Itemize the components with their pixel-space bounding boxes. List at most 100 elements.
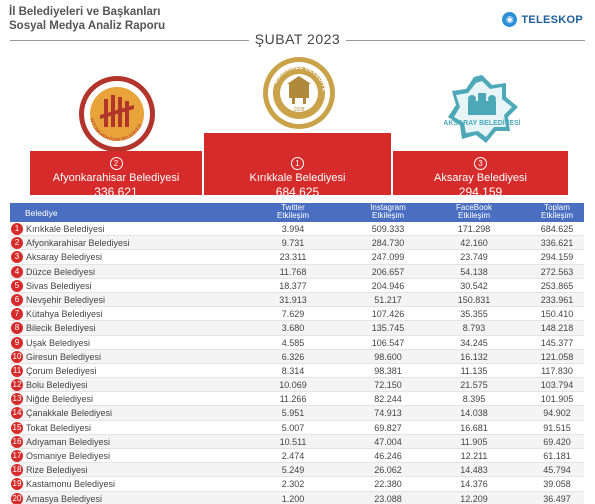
instagram-value: 72.150 — [374, 380, 402, 391]
municipality-name: Rize Belediyesi — [26, 465, 88, 476]
instagram-value: 46.246 — [374, 451, 402, 461]
rank-badge: 9 — [11, 336, 23, 349]
instagram-value: 74.913 — [374, 408, 402, 419]
total-value: 61.181 — [543, 451, 571, 461]
table-row: 6 Nevşehir Belediyesi 31.913 51.217 150.831 2… — [10, 292, 584, 308]
table-row: 13 Niğde Belediyesi 11.266 82.244 8.395 101.9… — [10, 392, 584, 407]
facebook-value: 150.831 — [457, 294, 491, 305]
municipality-name: Adıyaman Belediyesi — [26, 436, 111, 447]
table-row: 8 Bilecik Belediyesi 3.680 135.745 8.793 148.… — [10, 321, 584, 336]
kirikkale-logo: KIRIKKALE BELEDİYESİ 1928 — [262, 56, 336, 130]
rank-badge: 15 — [11, 421, 23, 434]
total-value: 36.497 — [543, 493, 571, 504]
total-value: 103.794 — [540, 380, 574, 391]
twitter-value: 11.768 — [279, 266, 307, 277]
facebook-value: 8.793 — [462, 323, 486, 334]
instagram-value: 206.657 — [371, 266, 405, 277]
rank-badge: 18 — [11, 464, 23, 477]
period-heading: ŞUBAT 2023 — [0, 31, 595, 49]
header-twitter-line1: Twitter — [281, 203, 305, 212]
twitter-value: 1.200 — [281, 493, 305, 504]
municipality-name: Giresun Belediyesi — [26, 351, 102, 362]
total-value: 117.830 — [541, 365, 573, 376]
total-value: 69.420 — [543, 436, 571, 447]
municipality-name: Niğde Belediyesi — [26, 394, 94, 405]
podium-third-name: Aksaray Belediyesi — [434, 172, 527, 184]
facebook-value: 21.575 — [460, 380, 488, 391]
facebook-value: 34.245 — [460, 337, 488, 348]
twitter-value: 8.314 — [281, 365, 305, 376]
rank-badge: 10 — [11, 350, 23, 363]
instagram-value: 26.062 — [374, 465, 402, 476]
instagram-value: 51.217 — [374, 294, 402, 305]
municipality-name: Kırıkkale Belediyesi — [26, 224, 105, 234]
total-value: 684.625 — [540, 224, 574, 234]
facebook-value: 14.483 — [460, 465, 488, 476]
podium-second-name: Afyonkarahisar Belediyesi — [52, 172, 180, 184]
facebook-value: 171.298 — [457, 224, 491, 234]
total-value: 145.377 — [540, 337, 574, 348]
rank-badge: 17 — [11, 450, 23, 462]
table-row: 3 Aksaray Belediyesi 23.311 247.099 23.749 29… — [10, 250, 584, 265]
twitter-value: 10.069 — [279, 380, 307, 391]
header-twitter: Twitter Etkileşim — [253, 204, 333, 220]
rank-badge: 13 — [11, 393, 23, 406]
facebook-value: 23.749 — [460, 252, 488, 263]
rank-badge: 12 — [11, 379, 23, 392]
total-value: 233.961 — [540, 294, 574, 305]
instagram-value: 106.547 — [371, 337, 405, 348]
total-value: 148.218 — [540, 323, 574, 334]
header-instagram: Instagram Etkileşim — [348, 204, 428, 220]
twitter-value: 5.951 — [281, 408, 305, 419]
facebook-value: 42.160 — [460, 238, 488, 249]
municipality-name: Tokat Belediyesi — [26, 422, 92, 433]
table-row: 16 Adıyaman Belediyesi 10.511 47.004 11.905 6… — [10, 434, 584, 449]
header-facebook: FaceBook Etkileşim — [434, 204, 514, 220]
municipality-name: Aksaray Belediyesi — [26, 252, 103, 263]
header-facebook-line1: FaceBook — [455, 203, 493, 212]
period-label: ŞUBAT 2023 — [248, 31, 347, 47]
rank-badge: 2 — [11, 237, 23, 250]
table-row: 14 Çanakkale Belediyesi 5.951 74.913 14.038 9… — [10, 406, 584, 421]
podium-second-total: 336.621 — [94, 185, 138, 199]
instagram-value: 22.380 — [374, 479, 402, 490]
twitter-value: 7.629 — [281, 309, 305, 320]
municipality-name: Çorum Belediyesi — [26, 365, 97, 376]
report-title-line1: İl Belediyeleri ve Başkanları — [9, 6, 161, 18]
twitter-value: 3.994 — [281, 224, 305, 234]
twitter-value: 23.311 — [279, 252, 307, 263]
municipality-name: Sivas Belediyesi — [26, 280, 92, 291]
total-value: 91.515 — [543, 422, 571, 433]
header-twitter-line2: Etkileşim — [276, 211, 309, 220]
municipality-name: Kastamonu Belediyesi — [26, 479, 116, 490]
twitter-value: 4.585 — [281, 337, 305, 348]
table-row: 9 Uşak Belediyesi 4.585 106.547 34.245 145.37… — [10, 335, 584, 350]
podium-first-total: 684.625 — [275, 185, 320, 199]
instagram-value: 107.426 — [371, 309, 405, 320]
total-value: 45.794 — [543, 465, 571, 476]
twitter-value: 2.474 — [281, 451, 305, 461]
municipality-name: Nevşehir Belediyesi — [26, 294, 106, 305]
facebook-value: 11.905 — [460, 436, 488, 447]
facebook-value: 14.376 — [460, 479, 488, 490]
rank-badge: 8 — [11, 322, 23, 335]
facebook-value: 12.211 — [460, 451, 488, 461]
twitter-value: 18.377 — [279, 280, 307, 291]
twitter-value: 3.680 — [281, 323, 305, 334]
table-body: 1 Kırıkkale Belediyesi 3.994 509.333 171.298… — [10, 222, 584, 504]
facebook-value: 12.209 — [460, 493, 488, 504]
twitter-value: 31.913 — [279, 294, 307, 305]
header-total: Toplam Etkileşim — [517, 204, 595, 220]
instagram-value: 98.600 — [374, 351, 402, 362]
facebook-value: 8.395 — [462, 394, 486, 405]
municipality-name: Amasya Belediyesi — [26, 493, 103, 504]
header-instagram-line2: Etkileşim — [371, 211, 404, 220]
total-value: 294.159 — [540, 252, 574, 263]
podium-first-name: Kırıkkale Belediyesi — [249, 172, 346, 184]
instagram-value: 135.745 — [371, 323, 405, 334]
table-row: 20 Amasya Belediyesi 1.200 23.088 12.209 36.4… — [10, 491, 584, 504]
podium-third: 3 Aksaray Belediyesi 294.159 — [393, 151, 568, 199]
rank-badge: 3 — [11, 251, 23, 264]
rank-badge: 7 — [11, 308, 23, 321]
facebook-value: 54.138 — [460, 266, 488, 277]
